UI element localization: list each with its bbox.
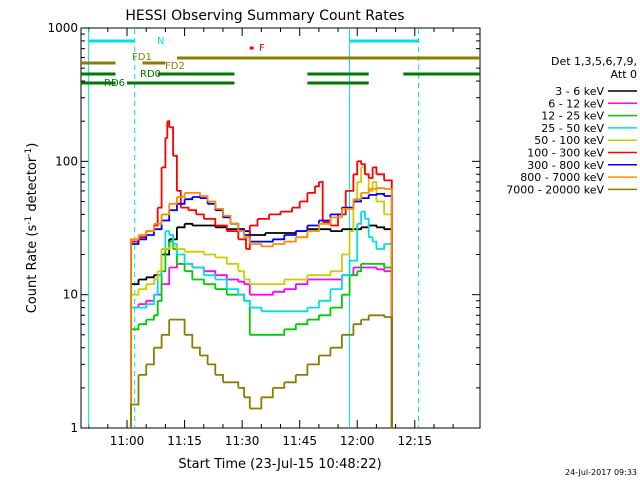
x-tick-label-11-30: 11:30 [225,434,260,448]
legend-label-6-12-kev: 6 - 12 keV [548,97,604,110]
x-tick-label-12-15: 12:15 [397,434,432,448]
legend-header-line1: Det 1,3,5,6,7,9, [551,55,637,68]
y-axis-label-mid: detector [25,156,40,216]
y-axis-label-end: ) [25,143,40,148]
x-tick-label-11-45: 11:45 [282,434,317,448]
timestamp: 24-Jul-2017 09:33 [565,468,637,477]
y-tick-label-1000: 1000 [47,21,78,35]
x-axis-label: Start Time (23-Jul-15 10:48:22) [178,457,381,472]
y-tick-label-100: 100 [55,154,78,168]
flag-label-fd2: FD2 [165,61,185,72]
legend-label-50-100-kev: 50 - 100 keV [534,134,604,147]
legend-label-300-800-kev: 300 - 800 keV [527,159,604,172]
series-line-50-100-kev [130,166,393,428]
x-tick-label-11-00: 11:00 [110,434,145,448]
legend-label-3-6-kev: 3 - 6 keV [555,85,604,98]
flag-label-n: N [157,36,164,47]
y-axis-label: Count Rate (s-1 detector-1) [24,143,40,314]
x-tick-label-11-15: 11:15 [167,434,202,448]
series-line-100-300-kev [130,120,393,428]
flag-label-rd0: RD0 [140,69,161,80]
series-line-7000-20000-kev [130,314,393,428]
y-tick-label-1: 1 [70,421,78,435]
legend-label-800-7000-kev: 800 - 7000 keV [520,171,604,184]
legend-label-25-50-kev: 25 - 50 keV [541,122,604,135]
legend-label-12-25-kev: 12 - 25 keV [541,110,604,123]
chart-title: HESSI Observing Summary Count Rates [125,8,404,24]
flag-label-f: F [259,43,265,54]
y-axis-label-sup2: -1 [24,148,34,157]
legend-label-100-300-kev: 100 - 300 keV [527,147,604,160]
y-tick-label-10: 10 [63,288,78,302]
status-flags: N F FD1 FD2 RD0 RD6 [81,29,480,427]
legend-label-7000-20000-kev: 7000 - 20000 keV [506,183,604,196]
series-line-800-7000-kev [130,187,393,428]
plot-frame [80,27,481,429]
data-series [130,120,393,428]
y-axis-label-main: Count Rate (s [25,225,40,314]
x-tick-label-12-00: 12:00 [340,434,375,448]
flag-label-rd6: RD6 [104,78,125,89]
flag-label-fd1: FD1 [132,52,152,63]
legend-header-line2: Att 0 [611,68,637,81]
y-axis-label-sup1: -1 [24,216,34,225]
